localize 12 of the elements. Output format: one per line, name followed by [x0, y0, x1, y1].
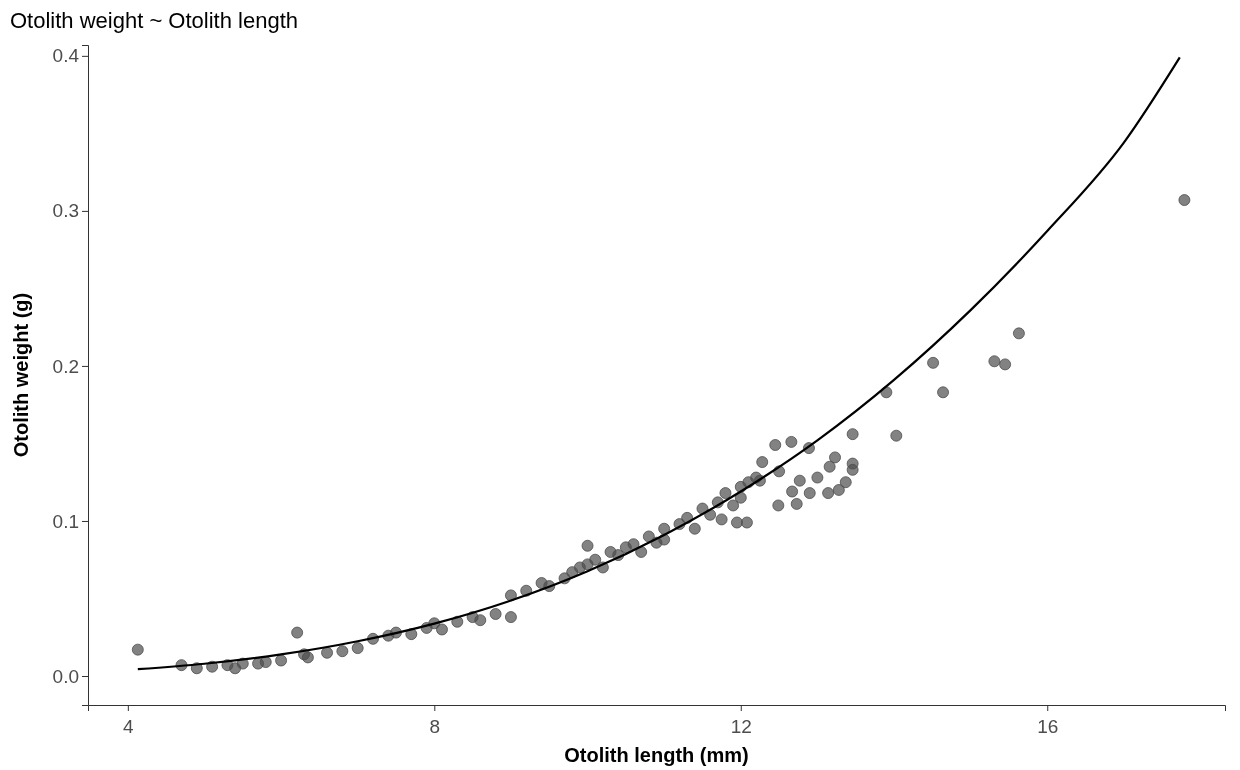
y-tick-label: 0.4 — [52, 45, 80, 67]
y-tick-label: 0.0 — [52, 665, 79, 687]
x-tick-label: 8 — [429, 716, 441, 737]
chart-title: Otolith weight ~ Otolith length — [10, 8, 298, 33]
y-tick-label: 0.3 — [52, 200, 79, 222]
x-tick-label: 12 — [730, 716, 752, 737]
x-tick-label: 4 — [123, 716, 135, 737]
y-axis-title: Otolith weight (g) — [10, 292, 32, 458]
x-axis-title: Otolith length (mm) — [564, 744, 749, 766]
x-tick-label: 16 — [1037, 716, 1059, 737]
y-tick-label: 0.1 — [52, 510, 79, 532]
y-tick-label: 0.2 — [52, 355, 79, 377]
